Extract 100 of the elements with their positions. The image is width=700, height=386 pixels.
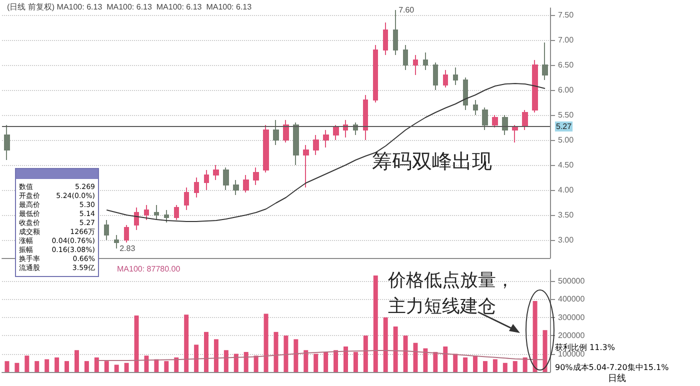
candlestick	[104, 220, 109, 240]
candlestick	[492, 114, 498, 128]
candlestick	[283, 120, 289, 143]
candlestick	[323, 130, 329, 148]
text: 90%成本5.04-7.20集中15.1%	[555, 362, 669, 373]
annotation: 价格低点放量，主力短线建仓	[388, 269, 515, 319]
bar	[393, 326, 398, 372]
bar	[383, 317, 388, 372]
bar	[134, 316, 139, 372]
candlestick	[4, 124, 10, 160]
candlestick	[184, 187, 189, 210]
candlestick	[383, 22, 388, 56]
bar	[512, 361, 518, 372]
candlestick	[463, 77, 468, 110]
candlestick	[522, 110, 528, 130]
bar	[24, 356, 30, 372]
bar	[294, 339, 298, 372]
bar	[502, 362, 508, 372]
bar	[542, 330, 548, 372]
bar	[184, 314, 189, 372]
candlestick	[253, 167, 259, 186]
bar	[124, 362, 129, 372]
y-tick-label: 300000	[558, 312, 586, 322]
bar	[403, 336, 408, 372]
y-tick-label: 200000	[558, 331, 586, 340]
annotation: 筹码双峰出现	[372, 148, 492, 175]
y-tick-label: 3.50	[558, 210, 574, 220]
bar	[492, 359, 498, 372]
bar	[453, 354, 458, 372]
candlestick	[482, 107, 488, 130]
candlestick	[293, 122, 299, 166]
y-tick-label: 3.00	[558, 236, 574, 244]
candlestick	[204, 170, 209, 190]
bar	[244, 352, 248, 372]
bar	[284, 336, 288, 372]
bar	[413, 342, 418, 372]
y-tick-label: 4.50	[558, 160, 574, 170]
bar	[463, 357, 468, 372]
bar	[482, 361, 488, 372]
line-series	[106, 83, 546, 222]
candlestick	[512, 124, 518, 143]
bar	[144, 356, 149, 372]
y-tick-label: 5.00	[558, 136, 574, 144]
candlestick	[164, 210, 169, 223]
candlestick	[423, 52, 428, 70]
candlestick	[433, 62, 438, 90]
bar	[373, 275, 378, 372]
annotation: 7.60	[398, 6, 415, 14]
bar	[324, 352, 328, 372]
candlestick	[413, 54, 418, 76]
bar	[423, 348, 428, 372]
candlestick	[303, 144, 309, 188]
y-tick-label: 7.00	[558, 36, 574, 44]
bar	[214, 339, 218, 372]
candlestick	[213, 164, 219, 180]
candlestick	[243, 174, 249, 193]
bar	[353, 352, 358, 372]
candlestick	[134, 207, 139, 230]
candlestick	[223, 167, 229, 190]
bar	[532, 300, 538, 372]
chart-title: (日线 前复权) MA100: 6.13 MA100: 6.13 MA100: 6.13 MA100: 6.13	[7, 2, 252, 12]
candlestick	[154, 204, 159, 220]
bar	[84, 361, 89, 372]
candlestick	[502, 114, 508, 136]
y-tick-label: 400000	[558, 294, 586, 304]
candlestick	[233, 180, 239, 196]
y-tick-label: 4.00	[558, 186, 574, 194]
bar	[114, 364, 119, 372]
candlestick	[532, 60, 538, 113]
line-series	[96, 350, 546, 362]
bar	[344, 346, 348, 372]
y-tick-label: 5.50	[558, 110, 574, 120]
bar	[334, 350, 338, 372]
annotation: 2.83	[120, 244, 136, 253]
bar	[154, 359, 159, 372]
bar	[34, 361, 40, 372]
bar	[363, 336, 368, 372]
bar	[4, 361, 10, 372]
candlestick	[273, 120, 279, 146]
candlestick	[124, 224, 129, 243]
chart-title: MA100: 87780.00	[117, 264, 181, 274]
candlestick	[114, 234, 119, 249]
candlestick	[363, 94, 368, 140]
candlestick	[393, 10, 398, 56]
bar	[54, 357, 60, 372]
bar	[194, 344, 199, 372]
candlestick	[144, 204, 149, 220]
bar	[104, 361, 109, 372]
candlestick	[373, 44, 378, 103]
bar	[522, 357, 528, 372]
bar	[174, 357, 179, 372]
candlestick	[333, 124, 339, 140]
bar	[224, 350, 228, 372]
bar	[44, 359, 50, 372]
text: 日线	[608, 372, 626, 385]
ref-line-label: 5.27	[556, 122, 572, 131]
bar	[433, 352, 438, 372]
candlestick	[194, 177, 199, 198]
candlestick	[453, 67, 458, 86]
bar	[264, 314, 268, 372]
